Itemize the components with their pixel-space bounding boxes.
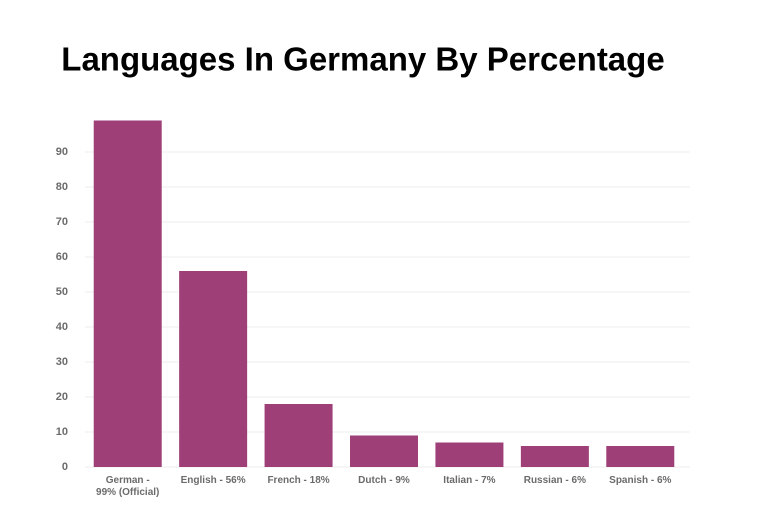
y-tick-label: 10 — [56, 426, 68, 438]
x-tick-label: French - 18% — [267, 475, 329, 486]
chart-title: Languages In Germany By Percentage — [61, 41, 664, 78]
y-tick-label: 70 — [56, 216, 68, 228]
bar — [520, 446, 589, 467]
y-tick-label: 60 — [56, 251, 68, 263]
y-tick-label: 30 — [56, 356, 68, 368]
x-tick-label: German -99% (Official) — [96, 475, 159, 498]
bar — [606, 446, 675, 467]
bar — [435, 442, 504, 467]
y-tick-label: 20 — [56, 391, 68, 403]
x-tick-label: Russian - 6% — [524, 475, 586, 486]
y-tick-label: 0 — [62, 461, 68, 473]
bar — [264, 404, 333, 467]
x-tick-label: Spanish - 6% — [609, 475, 671, 486]
y-tick-label: 40 — [56, 321, 68, 333]
x-tick-label: Dutch - 9% — [358, 475, 410, 486]
bar — [179, 271, 248, 467]
y-tick-label: 50 — [56, 286, 68, 298]
y-tick-label: 90 — [56, 146, 68, 158]
bar — [93, 120, 162, 467]
y-tick-label: 80 — [56, 181, 68, 193]
bar — [350, 435, 418, 467]
x-tick-label: English - 56% — [181, 475, 246, 486]
x-tick-label: Italian - 7% — [443, 475, 495, 486]
